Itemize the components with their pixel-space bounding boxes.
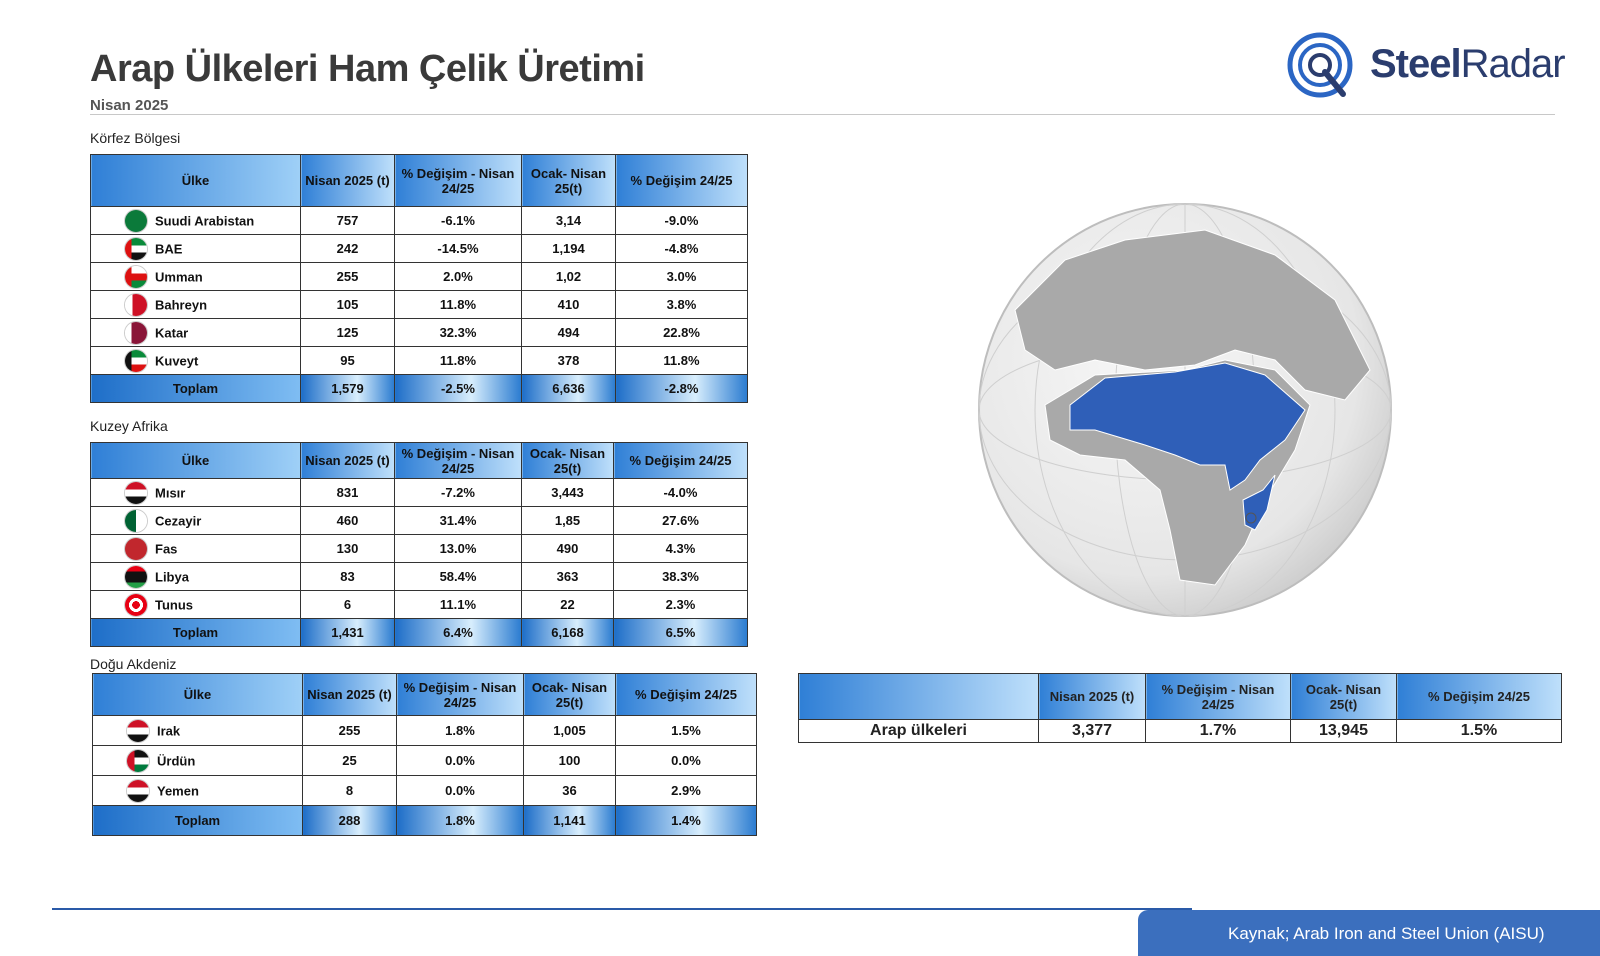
table-row: Ürdün 25 0.0% 100 0.0% xyxy=(92,745,757,776)
libya-flag-icon xyxy=(125,565,147,588)
col-country: Ülke xyxy=(90,154,301,207)
page-subtitle: Nisan 2025 xyxy=(90,97,169,114)
east-med-section-label: Doğu Akdeniz xyxy=(90,656,177,672)
col-month: Nisan 2025 (t) xyxy=(300,154,395,207)
table-row: Mısır 831 -7.2% 3,443 -4.0% xyxy=(90,478,748,507)
yemen-flag-icon xyxy=(127,779,149,802)
table-row: Libya 83 58.4% 363 38.3% xyxy=(90,562,748,591)
col-ytd-change: % Değişim 24/25 xyxy=(615,154,748,207)
table-row: BAE 242 -14.5% 1,194 -4.8% xyxy=(90,234,748,263)
bahrain-flag-icon xyxy=(125,293,147,316)
col-ytd: Ocak- Nisan 25(t) xyxy=(521,154,616,207)
radar-logo-icon xyxy=(1287,32,1353,98)
total-row: Toplam 288 1.8% 1,141 1.4% xyxy=(92,805,757,836)
summary-blank-header xyxy=(798,673,1039,720)
table-row: Cezayir 460 31.4% 1,85 27.6% xyxy=(90,506,748,535)
table-row: Yemen 8 0.0% 36 2.9% xyxy=(92,775,757,806)
algeria-flag-icon xyxy=(125,509,147,532)
source-text: Kaynak; Arab Iron and Steel Union (AISU) xyxy=(1228,924,1545,943)
logo-wordmark: SteelRadar xyxy=(1370,42,1566,86)
table-row: Fas 130 13.0% 490 4.3% xyxy=(90,534,748,563)
steelradar-logo: SteelRadar xyxy=(1285,30,1566,100)
qatar-flag-icon xyxy=(125,321,147,344)
col-month-change: % Değişim - Nisan 24/25 xyxy=(394,154,522,207)
table-row: Kuveyt 95 11.8% 378 11.8% xyxy=(90,346,748,375)
east-med-table: Ülke Nisan 2025 (t) % Değişim - Nisan 24… xyxy=(92,673,757,836)
arab-world-globe-map xyxy=(978,203,1392,617)
jordan-flag-icon xyxy=(127,749,149,772)
footer-divider xyxy=(52,908,1192,910)
total-row: Toplam 1,579 -2.5% 6,636 -2.8% xyxy=(90,374,748,403)
gulf-section-label: Körfez Bölgesi xyxy=(90,130,181,146)
table-row: Suudi Arabistan 757 -6.1% 3,14 -9.0% xyxy=(90,206,748,235)
summary-table: Nisan 2025 (t) % Değişim - Nisan 24/25 O… xyxy=(798,673,1562,743)
page-title: Arap Ülkeleri Ham Çelik Üretimi xyxy=(90,48,645,90)
table-row: Bahreyn 105 11.8% 410 3.8% xyxy=(90,290,748,319)
table-row: Umman 255 2.0% 1,02 3.0% xyxy=(90,262,748,291)
tunisia-flag-icon xyxy=(125,593,147,616)
summary-row: Arap ülkeleri 3,377 1.7% 13,945 1.5% xyxy=(798,719,1562,743)
oman-flag-icon xyxy=(125,265,147,288)
north-africa-table: Ülke Nisan 2025 (t) % Değişim - Nisan 24… xyxy=(90,442,748,647)
table-row: Katar 125 32.3% 494 22.8% xyxy=(90,318,748,347)
saudi-flag-icon xyxy=(125,209,147,232)
egypt-flag-icon xyxy=(125,481,147,504)
header-divider xyxy=(90,114,1555,115)
iraq-flag-icon xyxy=(127,719,149,742)
source-footer: Kaynak; Arab Iron and Steel Union (AISU) xyxy=(1138,910,1600,956)
gulf-table: Ülke Nisan 2025 (t) % Değişim - Nisan 24… xyxy=(90,154,748,403)
total-row: Toplam 1,431 6.4% 6,168 6.5% xyxy=(90,618,748,647)
morocco-flag-icon xyxy=(125,537,147,560)
table-row: Tunus 6 11.1% 22 2.3% xyxy=(90,590,748,619)
uae-flag-icon xyxy=(125,237,147,260)
table-row: Irak 255 1.8% 1,005 1.5% xyxy=(92,715,757,746)
kuwait-flag-icon xyxy=(125,349,147,372)
north-africa-section-label: Kuzey Afrika xyxy=(90,418,168,434)
